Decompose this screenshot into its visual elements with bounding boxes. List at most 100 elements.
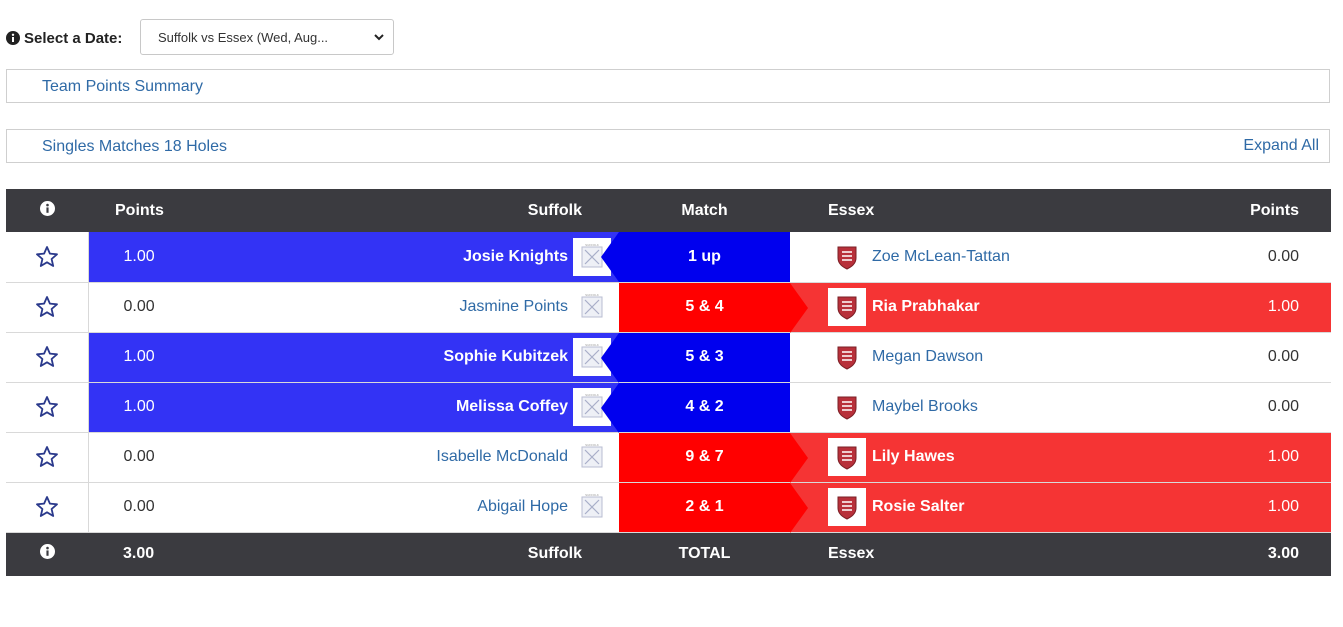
svg-text:SUFFOLK: SUFFOLK — [585, 443, 599, 447]
suffolk-player-cell[interactable]: Sophie Kubitzek SUFFOLK — [193, 332, 619, 383]
essex-player-name[interactable]: Rosie Salter — [872, 498, 965, 515]
winner-arrow-left — [601, 332, 619, 383]
star-outline-icon[interactable] — [6, 445, 88, 469]
match-result-text[interactable]: 5 & 3 — [685, 348, 724, 365]
svg-text:SUFFOLK: SUFFOLK — [585, 343, 599, 347]
star-outline-icon[interactable] — [6, 245, 88, 269]
footer-info — [6, 532, 88, 576]
suffolk-player-name[interactable]: Sophie Kubitzek — [443, 348, 568, 365]
date-label: Select a Date: — [24, 29, 123, 47]
suffolk-player-name[interactable]: Jasmine Points — [459, 298, 569, 315]
info-circle-icon[interactable] — [39, 200, 55, 216]
header-info — [6, 189, 88, 232]
essex-points: 0.00 — [1187, 332, 1331, 383]
table-row[interactable]: 1.00 Sophie Kubitzek SUFFOLK 5 & 3 Megan … — [6, 332, 1331, 383]
header-points-left: Points — [88, 189, 193, 232]
favorite-star[interactable] — [6, 432, 89, 483]
match-result-text[interactable]: 5 & 4 — [685, 298, 724, 315]
favorite-star[interactable] — [6, 482, 89, 533]
singles-matches-panel[interactable]: Singles Matches 18 Holes Expand All — [6, 129, 1330, 163]
essex-player-cell[interactable]: Zoe McLean-Tattan — [790, 232, 1187, 283]
expand-all-link[interactable]: Expand All — [1243, 137, 1319, 154]
star-outline-icon[interactable] — [6, 395, 88, 419]
suffolk-player-cell[interactable]: Melissa Coffey SUFFOLK — [193, 382, 619, 433]
favorite-star[interactable] — [6, 282, 89, 333]
suffolk-player-name[interactable]: Isabelle McDonald — [436, 448, 568, 465]
chevron-down-icon — [373, 31, 385, 46]
match-result[interactable]: 9 & 7 — [619, 432, 808, 483]
singles-matches-title[interactable]: Singles Matches 18 Holes — [42, 138, 227, 155]
match-result-text[interactable]: 2 & 1 — [685, 498, 724, 515]
suffolk-player-cell[interactable]: Abigail Hope SUFFOLK — [193, 482, 619, 533]
essex-crest-icon — [828, 237, 866, 276]
essex-player-name[interactable]: Zoe McLean-Tattan — [872, 247, 1010, 265]
team-points-summary-title[interactable]: Team Points Summary — [42, 78, 203, 95]
header-points-right: Points — [1187, 189, 1331, 232]
table-footer-row: 3.00 Suffolk TOTAL Essex 3.00 — [6, 532, 1331, 576]
table-row[interactable]: 0.00 Jasmine Points SUFFOLK 5 & 4 Ria Pra… — [6, 282, 1331, 333]
info-circle-icon[interactable] — [39, 544, 55, 559]
essex-points: 0.00 — [1187, 382, 1331, 433]
essex-player-name[interactable]: Maybel Brooks — [872, 398, 978, 415]
essex-player-cell[interactable]: Maybel Brooks — [790, 382, 1187, 433]
svg-text:SUFFOLK: SUFFOLK — [585, 493, 599, 497]
suffolk-player-name[interactable]: Abigail Hope — [477, 498, 568, 515]
suffolk-total-points: 3.00 — [88, 532, 193, 576]
suffolk-player-name[interactable]: Josie Knights — [463, 247, 568, 265]
svg-text:SUFFOLK: SUFFOLK — [585, 393, 599, 397]
suffolk-player-cell[interactable]: Isabelle McDonald SUFFOLK — [193, 432, 619, 483]
match-result-text[interactable]: 9 & 7 — [685, 448, 724, 465]
match-result[interactable]: 5 & 3 — [601, 332, 790, 383]
essex-points: 0.00 — [1187, 232, 1331, 283]
match-result[interactable]: 5 & 4 — [619, 282, 808, 333]
match-result[interactable]: 1 up — [601, 232, 790, 283]
winner-arrow-left — [601, 382, 619, 433]
essex-player-cell[interactable]: Ria Prabhakar — [790, 282, 1187, 333]
essex-crest-icon — [828, 338, 866, 376]
star-outline-icon[interactable] — [6, 295, 88, 319]
header-essex: Essex — [790, 189, 1187, 232]
winner-arrow-right — [790, 482, 808, 533]
winner-arrow-left — [601, 232, 619, 282]
team-points-summary-panel[interactable]: Team Points Summary — [6, 69, 1330, 103]
suffolk-crest-icon: SUFFOLK — [573, 438, 611, 476]
favorite-star[interactable] — [6, 382, 89, 433]
suffolk-player-cell[interactable]: Jasmine Points SUFFOLK — [193, 282, 619, 333]
match-result-text[interactable]: 4 & 2 — [685, 398, 724, 415]
suffolk-crest-icon: SUFFOLK — [573, 288, 611, 326]
star-outline-icon[interactable] — [6, 495, 88, 519]
svg-text:SUFFOLK: SUFFOLK — [585, 293, 599, 297]
essex-points: 1.00 — [1187, 282, 1331, 333]
table-row[interactable]: 0.00 Isabelle McDonald SUFFOLK 9 & 7 Lily… — [6, 432, 1331, 483]
star-outline-icon[interactable] — [6, 345, 88, 369]
date-select-value: Suffolk vs Essex (Wed, Aug... — [158, 29, 329, 45]
header-suffolk: Suffolk — [193, 189, 619, 232]
suffolk-player-cell[interactable]: Josie Knights SUFFOLK — [193, 232, 619, 283]
date-select[interactable]: Suffolk vs Essex (Wed, Aug... — [140, 19, 394, 55]
match-result[interactable]: 4 & 2 — [601, 382, 790, 433]
table-header-row: Points Suffolk Match Essex Points — [6, 189, 1331, 232]
table-row[interactable]: 1.00 Josie Knights SUFFOLK 1 up Zoe McLea… — [6, 232, 1331, 283]
date-selector-bar: Select a Date: — [6, 19, 122, 57]
footer-total: TOTAL — [619, 532, 790, 576]
essex-player-name[interactable]: Megan Dawson — [872, 348, 984, 365]
essex-points: 1.00 — [1187, 432, 1331, 483]
essex-player-cell[interactable]: Megan Dawson — [790, 332, 1187, 383]
table-row[interactable]: 0.00 Abigail Hope SUFFOLK 2 & 1 Rosie Sal… — [6, 482, 1331, 533]
svg-text:SUFFOLK: SUFFOLK — [585, 243, 599, 247]
table-row[interactable]: 1.00 Melissa Coffey SUFFOLK 4 & 2 Maybel … — [6, 382, 1331, 433]
match-result-text[interactable]: 1 up — [688, 247, 721, 265]
essex-total-points: 3.00 — [1187, 532, 1331, 576]
favorite-star[interactable] — [6, 332, 89, 383]
winner-arrow-right — [790, 282, 808, 333]
essex-player-name[interactable]: Ria Prabhakar — [872, 298, 980, 315]
essex-crest-icon — [828, 488, 866, 526]
essex-player-name[interactable]: Lily Hawes — [872, 448, 955, 465]
favorite-star[interactable] — [6, 232, 89, 283]
match-result[interactable]: 2 & 1 — [619, 482, 808, 533]
essex-player-cell[interactable]: Lily Hawes — [790, 432, 1187, 483]
suffolk-player-name[interactable]: Melissa Coffey — [455, 398, 568, 415]
suffolk-points: 1.00 — [88, 382, 193, 433]
essex-crest-icon — [828, 288, 866, 326]
essex-player-cell[interactable]: Rosie Salter — [790, 482, 1187, 533]
